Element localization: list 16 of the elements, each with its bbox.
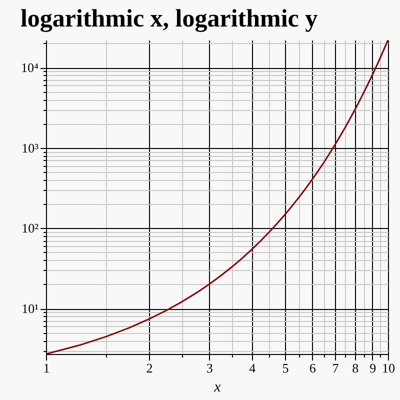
y-tick-label: 10³ bbox=[22, 140, 39, 156]
chart-title: logarithmic x, logarithmic y bbox=[20, 5, 318, 32]
x-tick-label: 10 bbox=[382, 360, 395, 376]
x-tick-label: 5 bbox=[282, 360, 289, 376]
x-axis-title: x bbox=[213, 380, 222, 396]
x-tick-label: 6 bbox=[309, 360, 316, 376]
y-tick-label: 10¹ bbox=[22, 301, 39, 316]
x-tick-label: 7 bbox=[332, 360, 340, 376]
x-tick-label: 8 bbox=[352, 360, 359, 376]
x-tick-label: 4 bbox=[249, 360, 256, 376]
x-tick-label: 9 bbox=[370, 360, 376, 376]
x-tick-label: 1 bbox=[43, 360, 50, 376]
y-tick-label: 10² bbox=[22, 220, 39, 236]
y-tick-label: 10⁴ bbox=[20, 60, 39, 76]
x-tick-label: 3 bbox=[206, 360, 213, 376]
x-tick-label: 2 bbox=[146, 360, 153, 376]
